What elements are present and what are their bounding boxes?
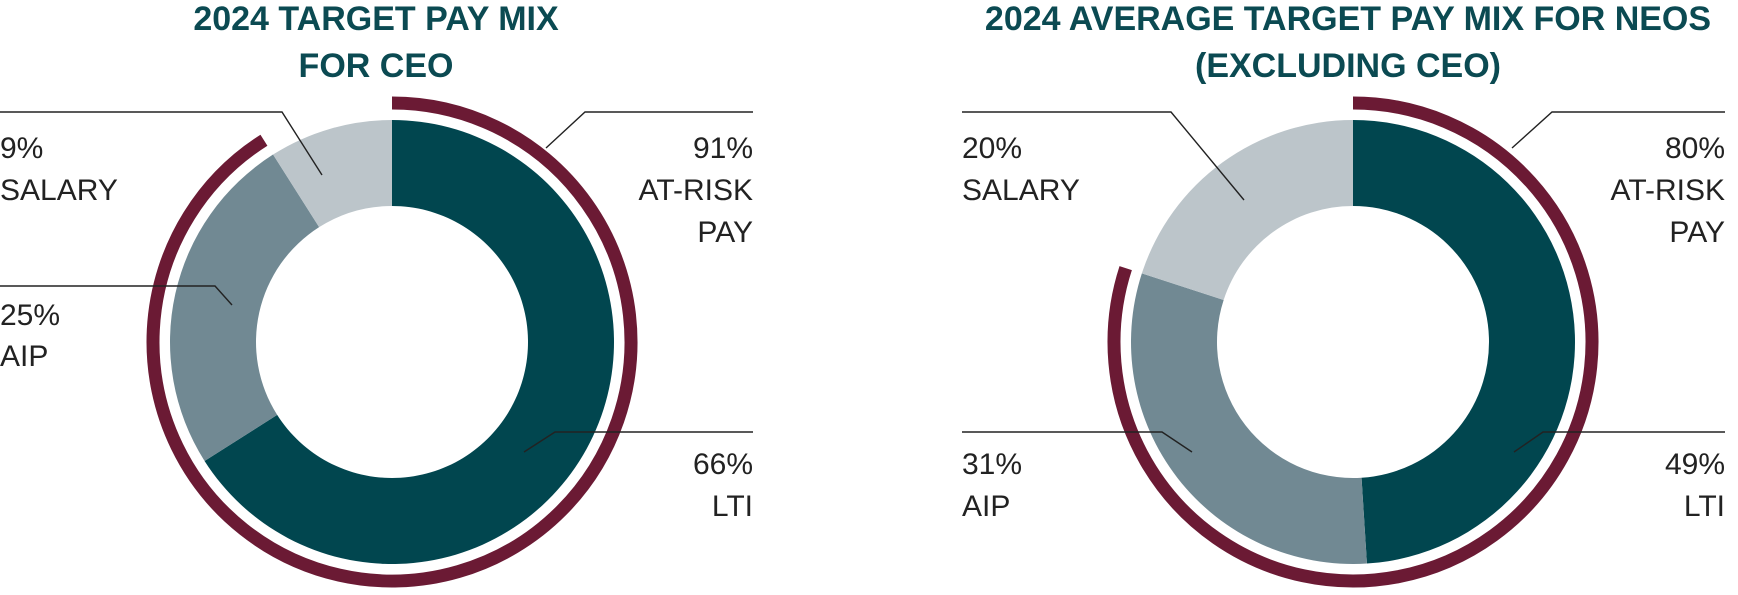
salary-leader-line <box>962 111 1245 201</box>
aip-leader-line <box>962 431 1193 453</box>
at-risk-percent-label: 80% <box>1665 132 1725 165</box>
chart-title-line1: 2024 TARGET PAY MIX <box>193 0 559 38</box>
donut-ceo <box>146 96 638 588</box>
salary-leader-line <box>0 111 323 176</box>
salary-name-label: SALARY <box>962 174 1080 207</box>
chart-neos: 2024 AVERAGE TARGET PAY MIX FOR NEOS (EX… <box>962 0 1725 588</box>
salary-slice <box>273 120 392 228</box>
chart-ceo: 2024 TARGET PAY MIX FOR CEO 9% SALARY 25… <box>0 0 753 588</box>
at-risk-label-line2: PAY <box>1669 216 1725 249</box>
donut-neos <box>1107 96 1599 588</box>
at-risk-leader-line <box>545 111 753 149</box>
lti-percent-label: 49% <box>1665 448 1725 481</box>
lti-percent-label: 66% <box>693 448 753 481</box>
lti-leader-line <box>1513 431 1725 453</box>
chart-title-line2: FOR CEO <box>299 47 454 85</box>
aip-leader-line <box>0 285 233 306</box>
aip-percent-label: 31% <box>962 448 1022 481</box>
aip-slice <box>1131 273 1367 564</box>
aip-name-label: AIP <box>0 340 48 373</box>
lti-name-label: LTI <box>712 490 753 523</box>
lti-slice <box>204 120 614 565</box>
salary-slice <box>1141 120 1353 300</box>
aip-percent-label: 25% <box>0 299 60 332</box>
salary-percent-label: 20% <box>962 132 1022 165</box>
lti-leader-line <box>523 431 753 453</box>
at-risk-leader-line <box>1511 111 1725 149</box>
salary-name-label: SALARY <box>0 174 118 207</box>
at-risk-percent-label: 91% <box>693 132 753 165</box>
chart-title-line2: (EXCLUDING CEO) <box>1195 47 1501 85</box>
at-risk-arc <box>1107 96 1599 588</box>
lti-slice <box>1353 120 1575 564</box>
at-risk-label-line1: AT-RISK <box>639 174 753 207</box>
aip-name-label: AIP <box>962 490 1010 523</box>
chart-title-line1: 2024 AVERAGE TARGET PAY MIX FOR NEOS <box>985 0 1711 38</box>
at-risk-label-line2: PAY <box>697 216 753 249</box>
at-risk-label-line1: AT-RISK <box>1611 174 1725 207</box>
aip-slice <box>169 154 320 461</box>
lti-name-label: LTI <box>1684 490 1725 523</box>
at-risk-arc <box>146 96 638 588</box>
salary-percent-label: 9% <box>0 132 43 165</box>
